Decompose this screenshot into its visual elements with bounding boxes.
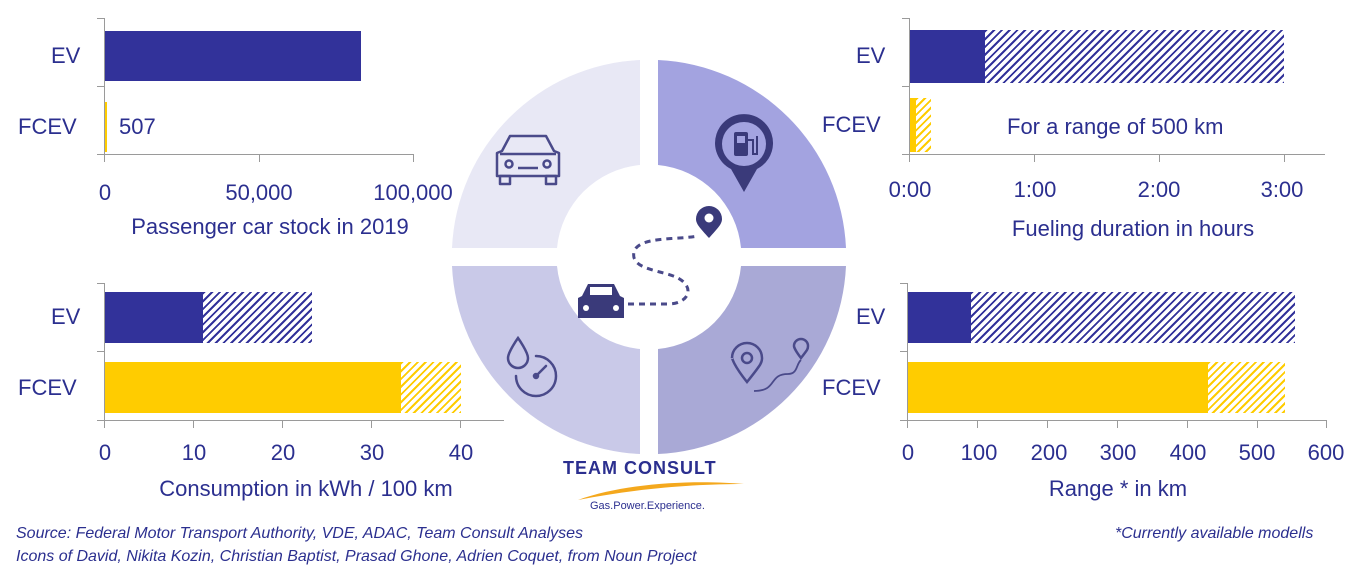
car-route-icon xyxy=(578,206,722,318)
x-tick xyxy=(460,420,461,428)
bar-fcev-solid xyxy=(908,362,1209,413)
bar-ev-hatched xyxy=(202,292,313,343)
logo-tagline: Gas.Power.Experience. xyxy=(590,500,705,512)
x-tick xyxy=(371,420,372,428)
tick-label: 1:00 xyxy=(1013,177,1057,202)
x-tick xyxy=(193,420,194,428)
tick-label: 100 xyxy=(960,440,998,465)
x-tick xyxy=(1284,154,1285,162)
tick-label: 20 xyxy=(270,440,296,465)
logo-swoosh xyxy=(578,482,744,500)
bar-fcev-hatched xyxy=(916,98,932,152)
bar-ev-hatched xyxy=(970,292,1296,343)
tick-label: 0 xyxy=(98,180,112,205)
x-tick xyxy=(907,420,908,428)
chart-title: Range * in km xyxy=(1048,476,1188,501)
route-location-icon xyxy=(730,337,810,392)
x-tick xyxy=(413,154,414,162)
tick-label: 10 xyxy=(181,440,207,465)
team-consult-logo: TEAM CONSULT Gas.Power.Experience. xyxy=(558,458,748,518)
tick-label: 3:00 xyxy=(1260,177,1304,202)
x-tick xyxy=(977,420,978,428)
category-label-fcev: FCEV xyxy=(822,112,881,137)
bar-fcev-solid xyxy=(105,362,402,413)
fuel-drop-gauge-icon xyxy=(506,335,558,398)
x-tick xyxy=(104,420,105,428)
center-ring-diagram xyxy=(452,60,846,454)
bar-ev-solid xyxy=(908,292,971,343)
category-label-fcev: FCEV xyxy=(18,114,77,139)
y-tick xyxy=(902,154,910,155)
tick-label: 500 xyxy=(1238,440,1276,465)
logo-name: TEAM CONSULT xyxy=(563,458,717,478)
x-tick xyxy=(1257,420,1258,428)
x-axis xyxy=(909,154,1325,155)
fuel-pump-icon xyxy=(715,114,774,192)
y-tick xyxy=(902,18,910,19)
bar-fcev xyxy=(105,102,107,152)
icons-credit: Icons of David, Nikita Kozin, Christian … xyxy=(16,548,697,565)
x-tick xyxy=(1117,420,1118,428)
x-tick xyxy=(1034,154,1035,162)
bar-ev-hatched xyxy=(984,30,1285,83)
tick-label: 100,000 xyxy=(373,180,453,205)
y-tick xyxy=(97,18,105,19)
tick-label: 0:00 xyxy=(888,177,932,202)
data-label-fcev: 507 xyxy=(119,114,156,139)
category-label-ev: EV xyxy=(51,43,81,68)
category-label-fcev: FCEV xyxy=(18,375,77,400)
x-tick xyxy=(104,154,105,162)
tick-label: 40 xyxy=(448,440,474,465)
footnote: *Currently available modells xyxy=(1115,525,1314,542)
chart-title: Passenger car stock in 2019 xyxy=(131,214,409,239)
x-axis xyxy=(104,420,504,421)
x-tick xyxy=(259,154,260,162)
y-tick xyxy=(97,154,105,155)
tick-label: 0 xyxy=(901,440,915,465)
tick-label: 400 xyxy=(1169,440,1207,465)
tick-label: 2:00 xyxy=(1137,177,1181,202)
y-tick xyxy=(97,86,105,87)
bar-ev-solid xyxy=(910,30,985,83)
y-tick xyxy=(97,420,105,421)
y-tick xyxy=(97,351,105,352)
x-tick xyxy=(1326,420,1327,428)
category-label-fcev: FCEV xyxy=(822,375,881,400)
y-tick xyxy=(900,420,908,421)
y-tick xyxy=(900,351,908,352)
y-tick xyxy=(97,283,105,284)
car-icon xyxy=(495,134,561,186)
category-label-ev: EV xyxy=(51,304,81,329)
y-tick xyxy=(902,86,910,87)
chart-title: Fueling duration in hours xyxy=(1011,216,1255,241)
bar-ev xyxy=(105,31,361,81)
category-label-ev: EV xyxy=(856,304,886,329)
bar-ev-solid xyxy=(105,292,203,343)
tick-label: 200 xyxy=(1030,440,1068,465)
bar-fcev-hatched xyxy=(1208,362,1285,413)
tick-label: 300 xyxy=(1099,440,1137,465)
x-tick xyxy=(1159,154,1160,162)
bar-fcev-solid xyxy=(910,98,917,152)
tick-label: 50,000 xyxy=(225,180,293,205)
tick-label: 0 xyxy=(98,440,112,465)
y-tick xyxy=(900,283,908,284)
bar-fcev-hatched xyxy=(401,362,461,413)
x-tick xyxy=(1187,420,1188,428)
tick-label: 30 xyxy=(359,440,385,465)
annotation: For a range of 500 km xyxy=(1007,114,1224,139)
x-tick xyxy=(1047,420,1048,428)
x-tick xyxy=(282,420,283,428)
category-label-ev: EV xyxy=(856,43,886,68)
tick-label: 600 xyxy=(1307,440,1345,465)
chart-title: Consumption in kWh / 100 km xyxy=(159,476,453,501)
source-note: Source: Federal Motor Transport Authorit… xyxy=(16,525,584,542)
x-tick xyxy=(909,154,910,162)
